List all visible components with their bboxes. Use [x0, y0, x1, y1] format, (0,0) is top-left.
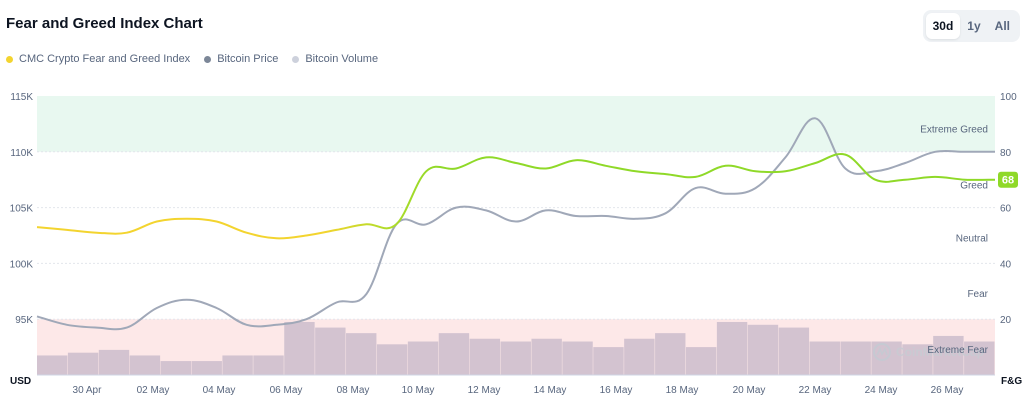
volume-bar [655, 333, 686, 375]
left-axis-tick: 110K [10, 148, 33, 159]
fear-greed-line[interactable] [36, 152, 996, 240]
coinmarketcap-logo-icon [873, 343, 891, 361]
legend-label-bitcoin-price: Bitcoin Price [217, 53, 279, 65]
x-axis-tick: 20 May [733, 385, 766, 396]
legend-item-bitcoin-volume[interactable]: Bitcoin Volume [292, 53, 378, 65]
volume-bar [67, 352, 99, 375]
legend-item-fear-greed[interactable]: CMC Crypto Fear and Greed Index [6, 53, 190, 65]
x-axis-tick: 04 May [203, 385, 236, 396]
range-all-button[interactable]: All [994, 19, 1010, 33]
volume-bar [407, 341, 439, 375]
watermark-text: CoinMarketCap [896, 345, 984, 359]
x-axis-tick: 14 May [534, 385, 567, 396]
legend-dot-bitcoin-price [204, 55, 212, 63]
x-axis-tick: 12 May [468, 385, 501, 396]
right-axis-unit: F&G [1001, 376, 1022, 387]
right-axis-tick: 80 [1000, 148, 1012, 159]
volume-bar [933, 335, 964, 375]
zone-label: Extreme Greed [920, 124, 988, 135]
x-axis-tick: 10 May [402, 385, 435, 396]
x-axis-tick: 16 May [600, 385, 633, 396]
volume-bar [191, 361, 222, 375]
current-index-value: 68 [1002, 175, 1014, 187]
right-axis-tick: 40 [1000, 259, 1012, 270]
volume-bar [315, 327, 346, 375]
zone-label: Fear [967, 289, 988, 300]
left-axis-unit: USD [10, 376, 31, 387]
volume-bar [624, 338, 655, 375]
volume-bar [469, 338, 501, 375]
volume-bar [253, 355, 284, 375]
left-axis-tick: 100K [10, 259, 34, 270]
x-axis-tick: 22 May [799, 385, 832, 396]
volume-bar [531, 338, 562, 375]
volume-bar [778, 327, 810, 375]
volume-bar [562, 341, 593, 375]
legend-dot-fear-greed [6, 55, 13, 63]
legend-dot-bitcoin-volume [292, 55, 300, 63]
volume-bar [160, 361, 192, 375]
right-axis-tick: 60 [1000, 204, 1012, 215]
range-30d-button[interactable]: 30d [925, 13, 961, 39]
volume-bar [438, 333, 470, 375]
volume-bar [37, 355, 68, 375]
volume-bar [284, 321, 315, 375]
volume-bar [346, 333, 377, 375]
volume-bar [902, 344, 933, 375]
extreme-greed-zone [37, 96, 995, 152]
volume-bar [222, 355, 253, 375]
left-axis-tick: 115K [10, 92, 33, 103]
legend-item-bitcoin-price[interactable]: Bitcoin Price [204, 53, 278, 65]
x-axis-tick: 18 May [666, 385, 699, 396]
x-axis-tick: 02 May [137, 385, 170, 396]
chart-legend: CMC Crypto Fear and Greed Index Bitcoin … [6, 53, 378, 65]
x-axis-tick: 06 May [270, 385, 303, 396]
legend-label-fear-greed: CMC Crypto Fear and Greed Index [19, 53, 191, 65]
volume-bar [747, 324, 779, 375]
volume-bar [593, 347, 624, 375]
zone-label: Greed [960, 180, 988, 191]
zone-label: Extreme Fear [927, 345, 988, 356]
current-index-badge [998, 171, 1018, 188]
volume-bar [98, 349, 130, 375]
x-axis-tick: 24 May [865, 385, 898, 396]
x-axis-tick: 08 May [337, 385, 370, 396]
volume-bar [685, 347, 717, 375]
left-axis-tick: 95K [15, 315, 33, 326]
volume-bar [376, 344, 408, 375]
right-axis-tick: 100 [1000, 92, 1017, 103]
volume-bar [964, 341, 995, 375]
coinmarketcap-logo-mark [876, 347, 888, 356]
zone-label: Neutral [956, 233, 988, 244]
x-axis-tick: 30 Apr [73, 385, 103, 396]
volume-bar [809, 341, 840, 375]
time-range-selector: 30d 1y All [922, 10, 1020, 42]
volume-bar [500, 341, 531, 375]
right-axis-tick: 20 [1000, 315, 1012, 326]
volume-bar [840, 341, 871, 375]
volume-bar [716, 321, 748, 375]
chart-title: Fear and Greed Index Chart [6, 15, 203, 32]
range-1y-button[interactable]: 1y [967, 19, 981, 33]
legend-label-bitcoin-volume: Bitcoin Volume [305, 53, 379, 65]
left-axis-tick: 105K [10, 204, 34, 215]
volume-bar [129, 355, 161, 375]
x-axis-tick: 26 May [931, 385, 964, 396]
